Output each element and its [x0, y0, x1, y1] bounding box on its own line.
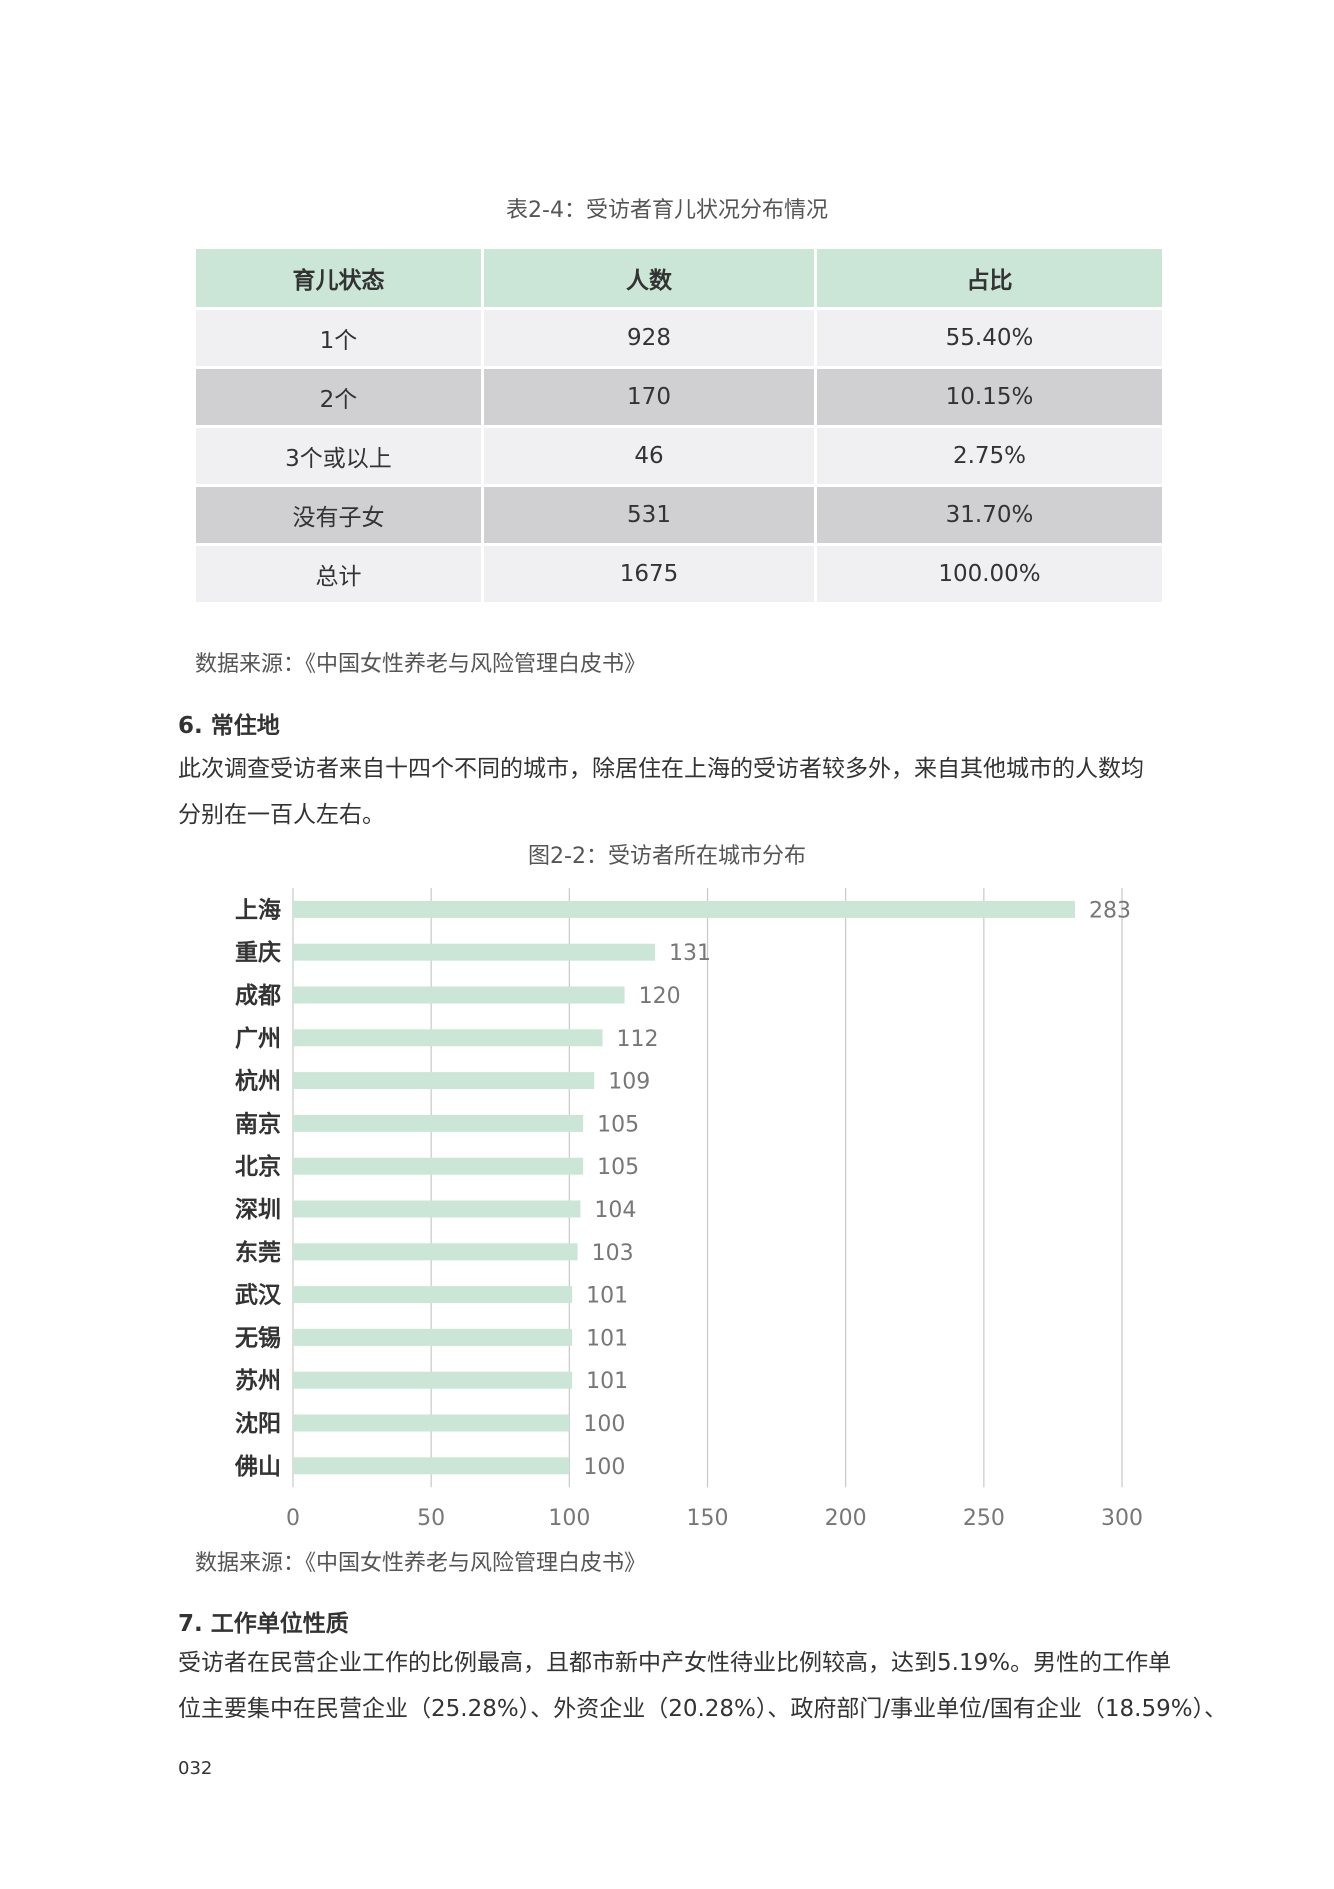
bar [293, 1371, 573, 1389]
table-row: 2个 170 10.15% [196, 369, 1162, 425]
category-label: 广州 [235, 1025, 281, 1052]
bar [293, 1243, 578, 1261]
category-label: 南京 [235, 1110, 281, 1137]
chart-source: 数据来源：《中国女性养老与风险管理白皮书》 [195, 1551, 647, 1576]
bar [293, 1200, 581, 1218]
category-label: 重庆 [235, 939, 281, 966]
table-cell: 3个或以上 [196, 428, 481, 484]
table-cell: 1675 [484, 546, 814, 602]
paragraph-line: 受访者在民营企业工作的比例最高，且都市新中产女性待业比例较高，达到5.19%。男… [178, 1650, 1172, 1676]
value-label: 101 [586, 1284, 628, 1309]
x-tick-label: 0 [286, 1506, 300, 1530]
value-label: 120 [639, 984, 681, 1009]
x-tick-label: 100 [548, 1506, 590, 1530]
section-heading-employer: 7. 工作单位性质 [178, 1611, 349, 1637]
value-label: 101 [586, 1326, 628, 1351]
section-paragraph: 此次调查受访者来自十四个不同的城市，除居住在上海的受访者较多外，来自其他城市的人… [178, 746, 1178, 838]
section-paragraph: 受访者在民营企业工作的比例最高，且都市新中产女性待业比例较高，达到5.19%。男… [178, 1640, 1228, 1732]
section-heading-residence: 6. 常住地 [178, 713, 280, 739]
bar [293, 1114, 584, 1132]
category-label: 深圳 [235, 1197, 281, 1223]
table-cell: 46 [484, 428, 814, 484]
category-label: 武汉 [235, 1283, 282, 1309]
table-cell: 55.40% [817, 310, 1162, 366]
table-caption: 表2-4：受访者育儿状况分布情况 [506, 198, 828, 223]
x-tick-label: 250 [963, 1506, 1005, 1530]
child-status-table: 育儿状态 人数 占比 1个 928 55.40% 2个 170 10.15% 3… [193, 246, 1165, 605]
bar [293, 1157, 584, 1175]
category-label: 成都 [235, 983, 281, 1009]
category-label: 上海 [235, 896, 281, 923]
paragraph-line: 分别在一百人左右。 [178, 802, 385, 828]
table-cell: 170 [484, 369, 814, 425]
category-label: 北京 [235, 1153, 281, 1180]
bar [293, 943, 655, 961]
value-label: 105 [597, 1112, 639, 1137]
table-cell: 总计 [196, 546, 481, 602]
table-cell: 928 [484, 310, 814, 366]
paragraph-line: 此次调查受访者来自十四个不同的城市，除居住在上海的受访者较多外，来自其他城市的人… [178, 756, 1144, 782]
value-label: 100 [583, 1455, 625, 1480]
paragraph-line: 位主要集中在民营企业（25.28%）、外资企业（20.28%）、政府部门/事业单… [178, 1696, 1228, 1722]
table-cell: 31.70% [817, 487, 1162, 543]
x-tick-label: 150 [687, 1506, 729, 1530]
table-header-cell: 人数 [484, 249, 814, 307]
table-cell: 10.15% [817, 369, 1162, 425]
table-cell: 1个 [196, 310, 481, 366]
bar [293, 1029, 603, 1047]
value-label: 105 [597, 1155, 639, 1180]
bar [293, 1457, 570, 1475]
table-total-row: 总计 1675 100.00% [196, 546, 1162, 602]
table-header-cell: 育儿状态 [196, 249, 481, 307]
table-source: 数据来源：《中国女性养老与风险管理白皮书》 [195, 652, 647, 677]
value-label: 101 [586, 1369, 628, 1394]
bar [293, 900, 1076, 918]
value-label: 109 [608, 1070, 650, 1095]
x-tick-label: 200 [825, 1506, 867, 1530]
bar [293, 1414, 570, 1432]
table-cell: 531 [484, 487, 814, 543]
bar [293, 1072, 595, 1090]
x-tick-label: 50 [417, 1506, 445, 1530]
chart-title: 图2-2：受访者所在城市分布 [528, 844, 806, 869]
table-cell: 没有子女 [196, 487, 481, 543]
value-label: 104 [594, 1198, 636, 1223]
table-cell: 100.00% [817, 546, 1162, 602]
bar [293, 1328, 573, 1346]
category-label: 无锡 [235, 1325, 281, 1351]
category-label: 沈阳 [235, 1411, 281, 1437]
value-label: 103 [592, 1241, 634, 1266]
table-header-row: 育儿状态 人数 占比 [196, 249, 1162, 307]
x-tick-label: 300 [1101, 1506, 1143, 1530]
value-label: 112 [616, 1027, 658, 1052]
table-row: 1个 928 55.40% [196, 310, 1162, 366]
bar [293, 1286, 573, 1304]
table-cell: 2.75% [817, 428, 1162, 484]
table-header-cell: 占比 [817, 249, 1162, 307]
value-label: 283 [1089, 898, 1131, 923]
city-bar-chart: 上海 283 重庆 131 成都 120 广州 112 杭州 109 南京 105 北京 105 深圳 104… [234, 888, 1143, 1530]
category-label: 东莞 [235, 1239, 281, 1266]
table-row: 没有子女 531 31.70% [196, 487, 1162, 543]
page-number: 032 [178, 1758, 213, 1779]
table-row: 3个或以上 46 2.75% [196, 428, 1162, 484]
category-label: 杭州 [235, 1068, 281, 1095]
table-cell: 2个 [196, 369, 481, 425]
category-label: 佛山 [234, 1454, 281, 1480]
bar [293, 986, 625, 1004]
value-label: 131 [669, 941, 711, 966]
value-label: 100 [583, 1412, 625, 1437]
category-label: 苏州 [235, 1368, 281, 1394]
